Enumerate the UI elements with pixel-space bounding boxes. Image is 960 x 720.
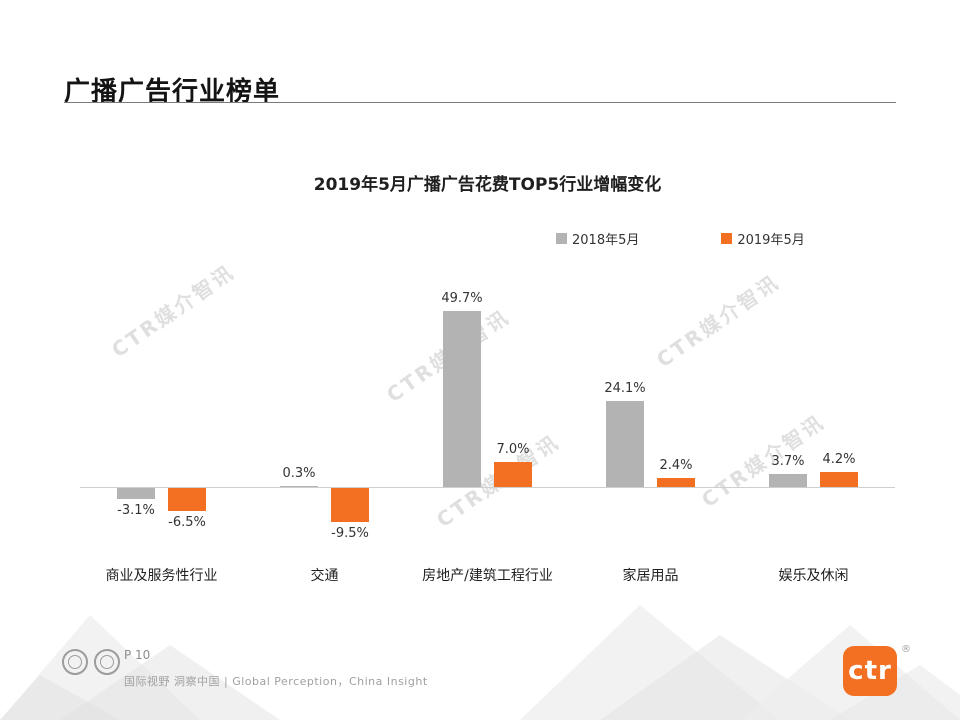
background-mountains (0, 605, 960, 720)
legend-item-2019: 2019年5月 (721, 229, 805, 248)
value-label: 4.2% (822, 452, 856, 468)
chart-legend: 2018年5月 2019年5月 (556, 229, 805, 248)
value-label: 2.4% (659, 458, 693, 474)
legend-label-2018: 2018年5月 (572, 233, 640, 248)
bar-2018年5月 (769, 473, 807, 487)
value-label: 0.3% (282, 465, 316, 481)
bar-2019年5月 (494, 462, 532, 487)
value-label: 24.1% (604, 381, 646, 397)
ctr-logo-text: ctr (848, 656, 892, 686)
bar-group: 24.1% 2.4% 家居用品 (569, 260, 732, 590)
registered-trademark-icon: ® (901, 644, 911, 655)
legend-item-2018: 2018年5月 (556, 229, 639, 248)
seal-inner-circle (68, 655, 82, 669)
bar-2019年5月 (331, 488, 369, 522)
value-label: -6.5% (168, 515, 206, 531)
category-label: 房地产/建筑工程行业 (422, 568, 553, 584)
bar-2019年5月 (168, 488, 206, 512)
certification-seal-icon (62, 649, 88, 675)
value-label: 3.7% (771, 453, 805, 469)
badge-inner-circle (100, 655, 114, 669)
footer-tagline: 国际视野 洞察中国 | Global Perception，China Insi… (124, 675, 428, 688)
legend-swatch-2019-icon (721, 233, 733, 244)
value-label: -9.5% (331, 525, 369, 541)
bar-2018年5月 (443, 310, 481, 487)
bar-2018年5月 (117, 488, 155, 499)
category-label: 商业及服务性行业 (105, 568, 218, 584)
bar-2019年5月 (820, 472, 858, 487)
certification-badge-icon (94, 649, 120, 675)
bar-group: 49.7% 7.0% 房地产/建筑工程行业 (406, 260, 569, 590)
page-number: P 10 (124, 648, 151, 662)
value-label: -3.1% (117, 503, 155, 518)
x-axis-line (80, 487, 895, 488)
bar-group: 0.3% -9.5% 交通 (243, 260, 406, 590)
chart-title: 2019年5月广播广告花费TOP5行业增幅变化 (313, 175, 662, 195)
bar-group: 3.7% 4.2% 娱乐及休闲 (732, 260, 895, 590)
legend-swatch-2018-icon (556, 233, 567, 244)
value-label: 49.7% (441, 290, 483, 306)
category-label: 交通 (310, 568, 339, 584)
category-label: 娱乐及休闲 (778, 568, 849, 584)
bar-2019年5月 (657, 478, 695, 487)
bar-2018年5月 (606, 401, 644, 487)
value-label: 7.0% (496, 442, 530, 458)
bar-group: -3.1% -6.5% 商业及服务性行业 (80, 260, 243, 590)
bar-2018年5月 (280, 485, 318, 487)
title-divider (64, 102, 896, 103)
ctr-logo: ctr (843, 646, 897, 696)
category-label: 家居用品 (622, 568, 679, 584)
legend-label-2019: 2019年5月 (737, 233, 805, 248)
plot-area: -3.1% -6.5% 商业及服务性行业 0.3% -9.5% 交通 49.7% 7.0% 房地… (80, 260, 895, 590)
